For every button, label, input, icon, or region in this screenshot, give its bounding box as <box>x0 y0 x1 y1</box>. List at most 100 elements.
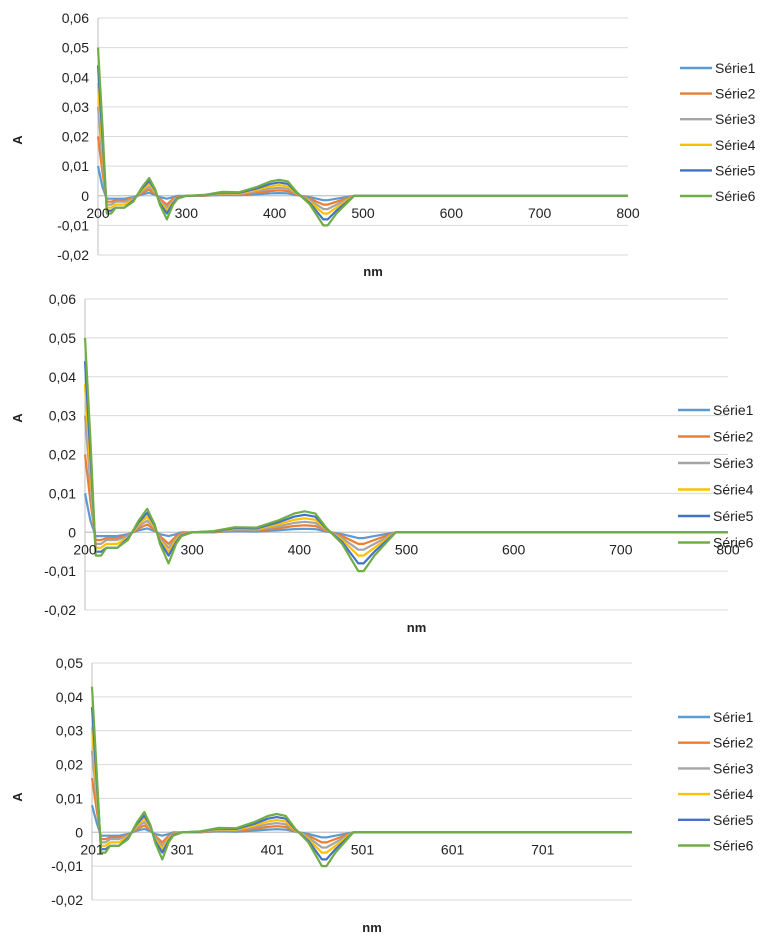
y-tick-label: 0,03 <box>56 723 83 739</box>
y-tick-label: 0 <box>68 524 76 540</box>
legend-label: Série5 <box>713 508 754 524</box>
y-tick-label: 0,04 <box>62 69 89 85</box>
y-tick-label: 0,04 <box>49 369 76 385</box>
series-line-4 <box>90 727 632 854</box>
y-tick-label: 0,05 <box>56 655 83 671</box>
legend-label: Série2 <box>715 86 756 102</box>
x-tick-label: 701 <box>531 841 555 857</box>
x-tick-label: 800 <box>716 541 740 557</box>
y-tick-label: -0,02 <box>44 602 76 618</box>
series-line-2 <box>83 454 728 545</box>
series-line-2 <box>96 136 628 206</box>
chart-3: 0,05 0,04 0,03 0,02 0,01 0 -0,01 -0,02 201 301 401… <box>10 655 754 935</box>
y-axis: 0,06 0,05 0,04 0,03 0,02 0,01 0 -0,01 -0,02 <box>44 291 76 618</box>
y-tick-label: -0,02 <box>51 892 83 908</box>
y-tick-label: 0 <box>81 188 89 204</box>
gridlines <box>92 662 632 901</box>
x-tick-label: 600 <box>440 205 464 221</box>
x-tick-label: 401 <box>261 841 285 857</box>
series-line-3 <box>83 415 728 551</box>
series-group <box>90 686 632 868</box>
legend: Série1 Série2 Série3 Série4 Série5 Série6 <box>678 709 754 854</box>
y-axis-title: A <box>10 792 25 802</box>
x-axis: 200 300 400 500 600 700 800 <box>86 205 640 221</box>
y-tick-label: 0,01 <box>62 158 89 174</box>
y-tick-label: 0 <box>75 824 83 840</box>
y-tick-label: 0,03 <box>49 408 76 424</box>
legend-label: Série1 <box>715 60 756 76</box>
legend: Série1 Série2 Série3 Série4 Série5 Série6 <box>678 402 754 551</box>
series-line-6 <box>96 47 628 227</box>
x-tick-label: 700 <box>609 541 633 557</box>
legend-label: Série2 <box>713 735 754 751</box>
y-axis-title: A <box>10 135 25 145</box>
legend-label: Série2 <box>713 429 754 445</box>
y-tick-label: 0,04 <box>56 689 83 705</box>
series-line-4 <box>96 83 628 215</box>
x-axis: 200 300 400 500 600 700 800 <box>73 541 740 557</box>
x-tick-label: 200 <box>86 205 110 221</box>
y-tick-label: 0,06 <box>49 291 76 307</box>
legend-label: Série6 <box>713 535 754 551</box>
x-axis-title: nm <box>363 264 383 279</box>
legend-label: Série6 <box>713 838 754 854</box>
legend-label: Série3 <box>713 760 754 776</box>
legend-label: Série3 <box>713 455 754 471</box>
y-tick-label: 0,02 <box>62 129 89 145</box>
chart-panel-2: 0,06 0,05 0,04 0,03 0,02 0,01 0 -0,01 -0,02 200 30… <box>0 290 768 645</box>
legend-label: Série5 <box>715 162 756 178</box>
x-tick-label: 300 <box>180 541 204 557</box>
legend-label: Série4 <box>715 137 756 153</box>
chart-panel-3: 0,05 0,04 0,03 0,02 0,01 0 -0,01 -0,02 201 301 401… <box>0 645 768 937</box>
y-tick-label: -0,01 <box>57 217 89 233</box>
series-group <box>96 47 628 227</box>
y-tick-label: 0,02 <box>56 757 83 773</box>
series-line-4 <box>83 384 728 557</box>
x-tick-label: 501 <box>351 841 375 857</box>
x-axis-title: nm <box>362 920 382 935</box>
series-line-6 <box>90 686 632 868</box>
x-tick-label: 400 <box>288 541 312 557</box>
y-axis-title: A <box>10 413 25 423</box>
y-tick-label: 0,06 <box>62 10 89 26</box>
series-line-6 <box>83 337 728 573</box>
chart-1: 0,06 0,05 0,04 0,03 0,02 0,01 0 -0,01 -0,02 200 30… <box>10 10 756 279</box>
legend-label: Série5 <box>713 812 754 828</box>
x-tick-label: 500 <box>351 205 375 221</box>
x-tick-label: 700 <box>528 205 552 221</box>
legend-label: Série4 <box>713 482 754 498</box>
x-axis: 201 301 401 501 601 701 <box>80 841 554 857</box>
legend-label: Série3 <box>715 111 756 127</box>
x-tick-label: 600 <box>502 541 526 557</box>
series-line-3 <box>96 106 628 211</box>
y-tick-label: 0,01 <box>49 485 76 501</box>
x-axis-title: nm <box>407 620 427 635</box>
legend-label: Série4 <box>713 786 754 802</box>
y-tick-label: 0,02 <box>49 447 76 463</box>
series-group <box>83 337 728 573</box>
x-tick-label: 201 <box>80 841 104 857</box>
x-tick-label: 301 <box>170 841 194 857</box>
x-tick-label: 300 <box>175 205 199 221</box>
y-tick-label: -0,01 <box>51 858 83 874</box>
y-axis: 0,06 0,05 0,04 0,03 0,02 0,01 0 -0,01 -0,02 <box>57 10 89 263</box>
legend: Série1 Série2 Série3 Série4 Série5 Série6 <box>680 60 756 204</box>
y-tick-label: -0,02 <box>57 247 89 263</box>
y-tick-label: 0,03 <box>62 99 89 115</box>
x-tick-label: 400 <box>263 205 287 221</box>
legend-label: Série1 <box>713 709 754 725</box>
y-tick-label: 0,01 <box>56 790 83 806</box>
x-tick-label: 800 <box>616 205 640 221</box>
x-tick-label: 500 <box>395 541 419 557</box>
chart-2: 0,06 0,05 0,04 0,03 0,02 0,01 0 -0,01 -0,02 200 30… <box>10 291 754 635</box>
legend-label: Série6 <box>715 188 756 204</box>
y-tick-label: 0,05 <box>49 330 76 346</box>
gridlines <box>85 298 728 611</box>
x-tick-label: 200 <box>73 541 97 557</box>
legend-label: Série1 <box>713 402 754 418</box>
y-tick-label: 0,05 <box>62 40 89 56</box>
y-axis: 0,05 0,04 0,03 0,02 0,01 0 -0,01 -0,02 <box>51 655 83 908</box>
x-tick-label: 601 <box>441 841 465 857</box>
y-tick-label: -0,01 <box>44 563 76 579</box>
chart-panel-1: 0,06 0,05 0,04 0,03 0,02 0,01 0 -0,01 -0,02 200 30… <box>0 0 768 290</box>
